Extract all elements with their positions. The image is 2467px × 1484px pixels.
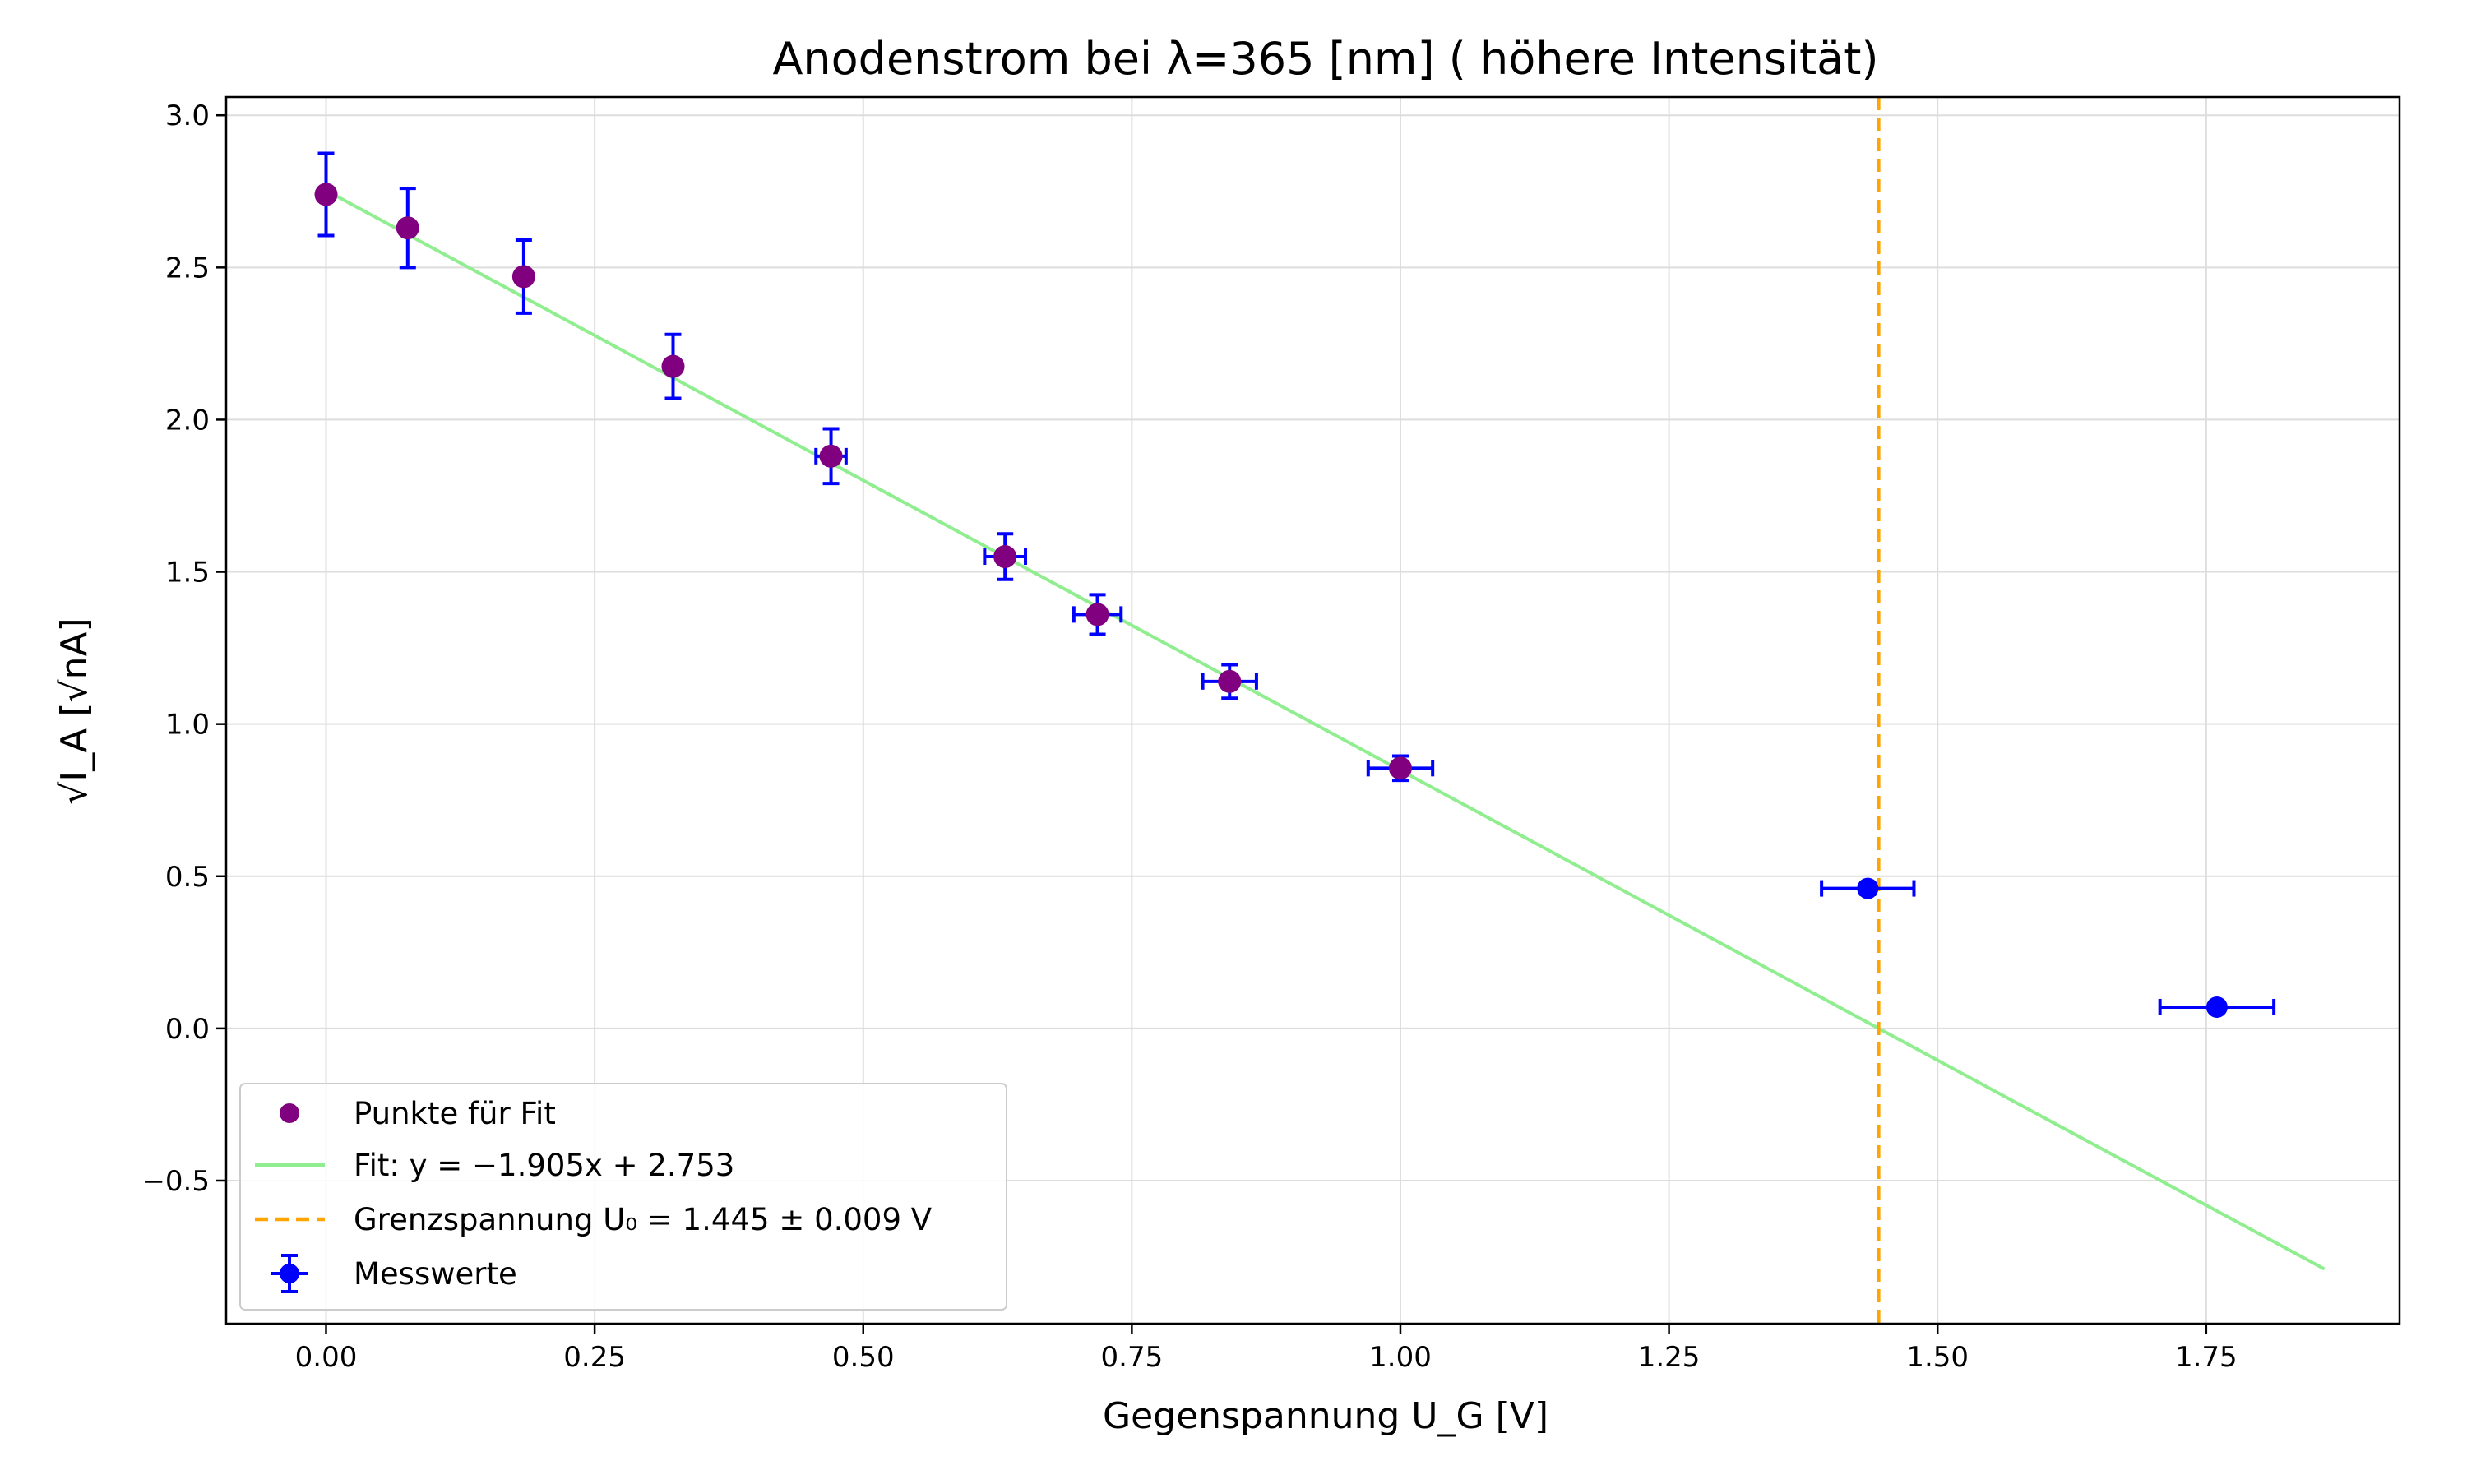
- legend-box: [239, 1083, 1007, 1311]
- measurement-point: [2205, 996, 2228, 1018]
- fit-layer: [325, 188, 2326, 1271]
- y-axis-title: √I_A [√nA]: [53, 617, 95, 804]
- legend-label-fit: Fit: y = −1.905x + 2.753: [354, 1148, 734, 1183]
- fit-point: [1085, 603, 1109, 626]
- x-tick-label: 1.00: [1369, 1341, 1432, 1374]
- y-tick-label: 1.5: [165, 557, 210, 589]
- y-tick-label: 2.0: [165, 404, 210, 437]
- x-tick-label: 0.25: [563, 1341, 626, 1374]
- legend-label-fit-points: Punkte für Fit: [354, 1096, 556, 1131]
- y-tick-label: 2.5: [165, 252, 210, 284]
- legend-dot-symbol: [280, 1103, 299, 1123]
- fit-point: [661, 354, 685, 378]
- y-tick-label: 3.0: [165, 99, 210, 132]
- x-tick-label: 1.25: [1638, 1341, 1701, 1374]
- x-tick-label: 0.00: [295, 1341, 358, 1374]
- tick-layer: 0.00 0.25 0.50 0.75 1.00 1.25 1.50 1.75 −0.5 0.0 0…: [141, 99, 2237, 1374]
- fit-point: [511, 265, 535, 289]
- legend-label-threshold: Grenzspannung U₀ = 1.445 ± 0.009 V: [354, 1202, 932, 1237]
- x-tick-label: 0.75: [1101, 1341, 1164, 1374]
- x-axis-title: Gegenspannung U_G [V]: [1103, 1395, 1548, 1437]
- fit-point: [1218, 669, 1242, 693]
- y-tick-label: 0.0: [165, 1013, 210, 1046]
- point-layer: [314, 183, 2228, 1018]
- measurement-point: [1857, 877, 1879, 899]
- plot-frame: [224, 95, 2401, 1325]
- fit-point: [993, 545, 1017, 569]
- legend-errorbar-symbol: [271, 1254, 308, 1293]
- fit-point: [1388, 756, 1412, 780]
- y-tick-label: −0.5: [141, 1165, 210, 1198]
- chart-title: Anodenstrom bei λ=365 [nm] ( höhere Inte…: [772, 33, 1878, 85]
- x-tick-label: 0.50: [832, 1341, 895, 1374]
- legend: Punkte für Fit Fit: y = −1.905x + 2.753 …: [239, 1083, 1007, 1311]
- legend-label-measurements: Messwerte: [354, 1256, 517, 1292]
- fit-line: [325, 188, 2326, 1271]
- y-tick-label: 0.5: [165, 861, 210, 894]
- fit-point: [819, 444, 843, 468]
- x-tick-label: 1.75: [2175, 1341, 2238, 1374]
- fit-point: [314, 183, 338, 206]
- fit-point: [396, 216, 419, 240]
- x-tick-label: 1.50: [1906, 1341, 1969, 1374]
- y-tick-label: 1.0: [165, 709, 210, 742]
